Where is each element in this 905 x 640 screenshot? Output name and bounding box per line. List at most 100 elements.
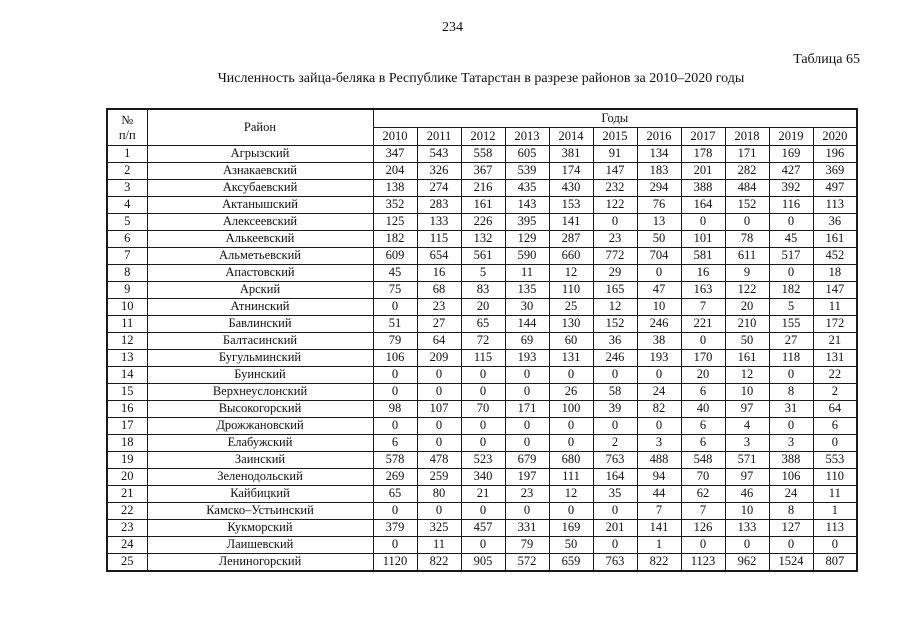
row-value: 31 (768, 400, 814, 418)
row-value: 152 (592, 315, 638, 333)
row-value: 822 (636, 553, 682, 572)
header-year-2011: 2011 (416, 127, 462, 146)
row-value: 558 (460, 145, 506, 163)
row-region: Алексеевский (146, 213, 374, 231)
row-value: 6 (680, 383, 726, 401)
row-value: 201 (680, 162, 726, 180)
row-value: 654 (416, 247, 462, 265)
row-region: Аксубаевский (146, 179, 374, 197)
row-value: 182 (372, 230, 418, 248)
data-table: № п/п Район Годы 2010 2011 2012 2013 201… (106, 108, 859, 572)
row-value: 132 (460, 230, 506, 248)
row-region: Лаишевский (146, 536, 374, 554)
row-value: 152 (724, 196, 770, 214)
row-value: 283 (416, 196, 462, 214)
table-row: 10 Атнинский 0 23 20 30 25 12 10 7 20 5 11 (106, 298, 858, 316)
row-value: 75 (372, 281, 418, 299)
row-value: 548 (680, 451, 726, 469)
row-value: 70 (460, 400, 506, 418)
row-value: 340 (460, 468, 506, 486)
table-row: 4 Актанышский 352 283 161 143 153 122 76 164 152 11… (106, 196, 858, 214)
header-years-group: Годы (372, 108, 858, 128)
row-number: 13 (106, 349, 148, 367)
row-value: 68 (416, 281, 462, 299)
row-value: 772 (592, 247, 638, 265)
row-value: 115 (416, 230, 462, 248)
row-value: 11 (416, 536, 462, 554)
row-value: 962 (724, 553, 770, 572)
row-value: 269 (372, 468, 418, 486)
row-number: 3 (106, 179, 148, 197)
row-value: 72 (460, 332, 506, 350)
row-value: 221 (680, 315, 726, 333)
row-value: 11 (812, 298, 858, 316)
row-region: Елабужский (146, 434, 374, 452)
row-value: 0 (460, 502, 506, 520)
row-value: 609 (372, 247, 418, 265)
row-value: 0 (460, 434, 506, 452)
row-value: 7 (680, 298, 726, 316)
row-value: 110 (548, 281, 594, 299)
row-value: 7 (680, 502, 726, 520)
row-value: 20 (460, 298, 506, 316)
row-value: 130 (548, 315, 594, 333)
table-row: 14 Буинский 0 0 0 0 0 0 0 20 12 0 22 (106, 366, 858, 384)
row-value: 193 (504, 349, 550, 367)
row-value: 3 (636, 434, 682, 452)
row-value: 2 (592, 434, 638, 452)
row-number: 22 (106, 502, 148, 520)
header-year-2015: 2015 (592, 127, 638, 146)
row-value: 0 (504, 434, 550, 452)
row-value: 605 (504, 145, 550, 163)
row-value: 578 (372, 451, 418, 469)
row-value: 155 (768, 315, 814, 333)
row-value: 0 (680, 332, 726, 350)
row-value: 0 (460, 536, 506, 554)
row-value: 23 (592, 230, 638, 248)
row-value: 8 (768, 502, 814, 520)
row-number: 18 (106, 434, 148, 452)
row-value: 161 (460, 196, 506, 214)
row-value: 116 (768, 196, 814, 214)
row-region: Бугульминский (146, 349, 374, 367)
row-value: 246 (592, 349, 638, 367)
row-value: 9 (724, 264, 770, 282)
row-number: 4 (106, 196, 148, 214)
row-value: 1524 (768, 553, 814, 572)
table-row: 18 Елабужский 6 0 0 0 0 2 3 6 3 3 0 (106, 434, 858, 452)
row-value: 232 (592, 179, 638, 197)
row-value: 5 (768, 298, 814, 316)
row-value: 122 (592, 196, 638, 214)
header-year-2019: 2019 (768, 127, 814, 146)
row-value: 46 (724, 485, 770, 503)
row-value: 352 (372, 196, 418, 214)
row-value: 484 (724, 179, 770, 197)
row-region: Буинский (146, 366, 374, 384)
row-value: 193 (636, 349, 682, 367)
row-value: 3 (724, 434, 770, 452)
row-value: 326 (416, 162, 462, 180)
row-value: 517 (768, 247, 814, 265)
table-row: 21 Кайбицкий 65 80 21 23 12 35 44 62 46 24 11 (106, 485, 858, 503)
row-value: 27 (768, 332, 814, 350)
row-value: 435 (504, 179, 550, 197)
row-region: Альметьевский (146, 247, 374, 265)
row-value: 115 (460, 349, 506, 367)
row-value: 0 (416, 434, 462, 452)
row-value: 822 (416, 553, 462, 572)
table-body: 1 Агрызский 347 543 558 605 381 91 134 178 171 169 1… (106, 145, 858, 572)
row-value: 44 (636, 485, 682, 503)
row-value: 0 (504, 417, 550, 435)
row-value: 172 (812, 315, 858, 333)
row-value: 39 (592, 400, 638, 418)
row-value: 1120 (372, 553, 418, 572)
row-value: 704 (636, 247, 682, 265)
row-value: 0 (504, 366, 550, 384)
row-region: Агрызский (146, 145, 374, 163)
row-value: 169 (548, 519, 594, 537)
row-value: 129 (504, 230, 550, 248)
row-value: 133 (416, 213, 462, 231)
table-row: 22 Камско–Устьинский 0 0 0 0 0 0 7 7 10 8 1 (106, 502, 858, 520)
row-value: 4 (724, 417, 770, 435)
row-value: 5 (460, 264, 506, 282)
